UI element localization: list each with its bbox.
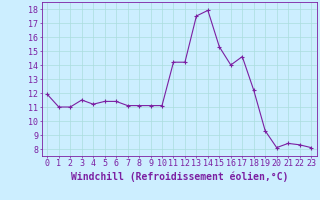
X-axis label: Windchill (Refroidissement éolien,°C): Windchill (Refroidissement éolien,°C) [70,171,288,182]
